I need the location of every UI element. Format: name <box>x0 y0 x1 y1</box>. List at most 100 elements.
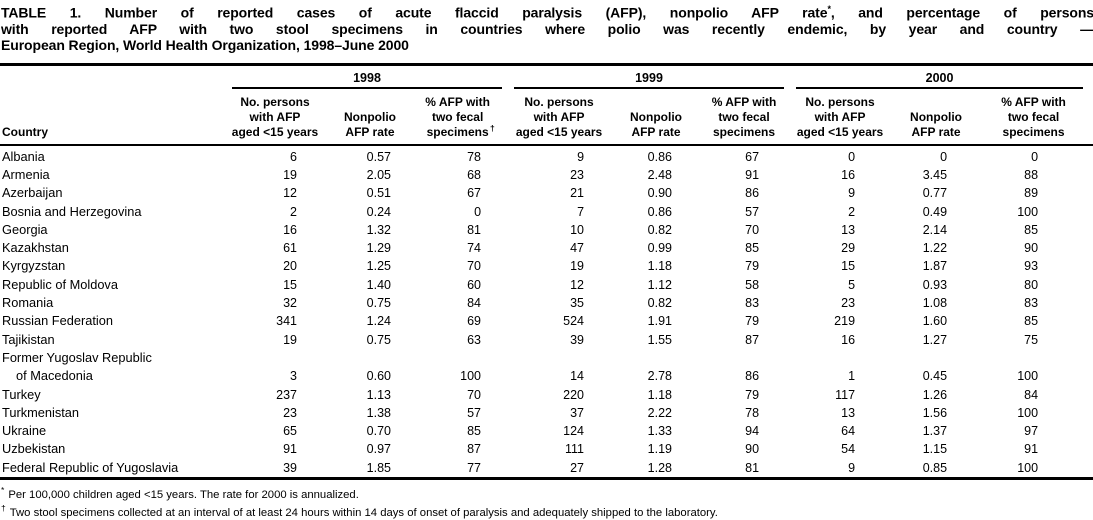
value-cell: 15 <box>283 277 297 292</box>
value-cell: 341 <box>276 314 297 329</box>
value-cell: 1.18 <box>647 387 673 402</box>
value-cell: 19 <box>283 167 297 182</box>
value-cell: 79 <box>745 387 760 402</box>
value-cell: 94 <box>745 424 760 439</box>
value-cell: 1.19 <box>647 442 673 457</box>
value-cell: 79 <box>745 314 760 329</box>
value-cell: 70 <box>745 222 760 237</box>
year-row-spacer <box>0 64 230 89</box>
country-cell: Bosnia and Herzegovina <box>2 203 142 219</box>
table-row: Ukraine 65 0.70 85 124 1.33 94 64 1.37 97 <box>0 422 1093 440</box>
table-row: Former Yugoslav Republic <box>0 349 1093 367</box>
value-cell: 220 <box>563 387 585 402</box>
value-cell: 81 <box>745 460 760 475</box>
value-cell <box>898 349 986 367</box>
value-cell: 2 <box>848 204 856 219</box>
table-row: Kazakhstan 61 1.29 74 47 0.99 85 29 1.22 90 <box>0 239 1093 257</box>
value-cell: 60 <box>467 277 482 292</box>
value-cell: 0.82 <box>647 296 673 311</box>
table-row: Bosnia and Herzegovina 2 0.24 0 7 0.86 57 2 0.49… <box>0 203 1093 221</box>
value-cell: 57 <box>467 405 482 420</box>
value-cell <box>230 349 332 367</box>
value-cell: 39 <box>283 460 297 475</box>
table-row: Russian Federation 341 1.24 69 524 1.91 79 219 1… <box>0 312 1093 330</box>
column-header-row: Country No. persons with AFP aged <15 ye… <box>0 88 1093 146</box>
value-cell: 87 <box>467 442 482 457</box>
value-cell: 0.75 <box>366 332 391 347</box>
column-header-1998-specimens: % AFP with two fecal specimens† <box>420 88 513 146</box>
value-cell: 1.15 <box>922 442 948 457</box>
value-cell: 87 <box>745 332 760 347</box>
value-cell: 69 <box>467 314 482 329</box>
value-cell: 16 <box>841 167 856 182</box>
value-cell: 0.24 <box>366 204 391 219</box>
value-cell: 86 <box>745 186 760 201</box>
footnote-1-marker: * <box>1 485 5 495</box>
value-cell: 78 <box>745 405 760 420</box>
title-line-1-text: TABLE 1. Number of reported cases of acu… <box>1 4 828 21</box>
value-cell: 100 <box>460 369 482 384</box>
value-cell: 1.55 <box>647 332 673 347</box>
column-header-2000-specimens: % AFP with two fecal specimens <box>986 88 1093 146</box>
value-cell <box>794 349 898 367</box>
value-cell <box>986 349 1093 367</box>
value-cell: 100 <box>1017 405 1039 420</box>
title-line-1-tail: , and percentage of persons <box>830 4 1093 21</box>
country-cell: Turkmenistan <box>2 404 80 420</box>
value-cell: 1.33 <box>647 424 673 439</box>
value-cell: 3 <box>290 369 297 384</box>
value-cell: 1.27 <box>922 332 948 347</box>
footnote-2: † Two stool specimens collected at an int… <box>1 502 1093 520</box>
value-cell: 1.29 <box>366 241 391 256</box>
country-cell: Romania <box>2 295 54 311</box>
value-cell: 90 <box>1024 241 1039 256</box>
value-cell: 70 <box>467 387 482 402</box>
value-cell: 7 <box>577 204 585 219</box>
value-cell: 0.70 <box>366 424 391 439</box>
country-cell: Albania <box>2 148 45 164</box>
value-cell: 1.38 <box>366 405 391 420</box>
value-cell: 77 <box>467 460 482 475</box>
value-cell: 1.08 <box>922 296 948 311</box>
value-cell: 0.82 <box>647 222 673 237</box>
value-cell: 83 <box>745 296 760 311</box>
value-cell: 219 <box>834 314 856 329</box>
value-cell: 65 <box>283 424 297 439</box>
table-row: Tajikistan 19 0.75 63 39 1.55 87 16 1.27 75 <box>0 331 1093 349</box>
year-header-1998-cell: 1998 <box>230 64 512 89</box>
value-cell: 13 <box>841 222 856 237</box>
country-cell: Georgia <box>2 221 48 237</box>
value-cell: 0 <box>848 149 856 164</box>
value-cell: 27 <box>570 460 585 475</box>
value-cell: 32 <box>283 296 297 311</box>
table-row: Federal Republic of Yugoslavia 39 1.85 77 27… <box>0 459 1093 479</box>
value-cell: 23 <box>570 167 585 182</box>
value-cell: 80 <box>1024 277 1039 292</box>
value-cell: 91 <box>745 167 760 182</box>
value-cell: 6 <box>290 149 297 164</box>
value-cell: 1.40 <box>366 277 391 292</box>
value-cell: 0.93 <box>922 277 948 292</box>
country-column-header: Country <box>0 88 230 146</box>
value-cell: 1.87 <box>922 259 948 274</box>
country-cell: Armenia <box>2 166 50 182</box>
value-cell: 68 <box>467 167 482 182</box>
value-cell: 84 <box>1024 387 1039 402</box>
value-cell: 117 <box>835 387 856 402</box>
value-cell: 81 <box>467 222 482 237</box>
value-cell: 47 <box>570 241 585 256</box>
country-cell: Turkey <box>2 386 41 402</box>
value-cell: 1 <box>848 369 856 384</box>
value-cell: 0.85 <box>922 460 948 475</box>
value-cell: 85 <box>1024 314 1039 329</box>
value-cell: 15 <box>841 259 856 274</box>
value-cell: 20 <box>283 259 297 274</box>
column-header-2000-rate: Nonpolio AFP rate <box>898 88 987 146</box>
column-header-1999-specimens: % AFP with two fecal specimens <box>706 88 795 146</box>
year-header-2000-cell: 2000 <box>794 64 1093 89</box>
value-cell: 1.91 <box>647 314 673 329</box>
country-cell: Tajikistan <box>2 331 55 347</box>
value-cell <box>332 349 420 367</box>
value-cell: 21 <box>570 186 585 201</box>
value-cell: 1.22 <box>922 241 948 256</box>
